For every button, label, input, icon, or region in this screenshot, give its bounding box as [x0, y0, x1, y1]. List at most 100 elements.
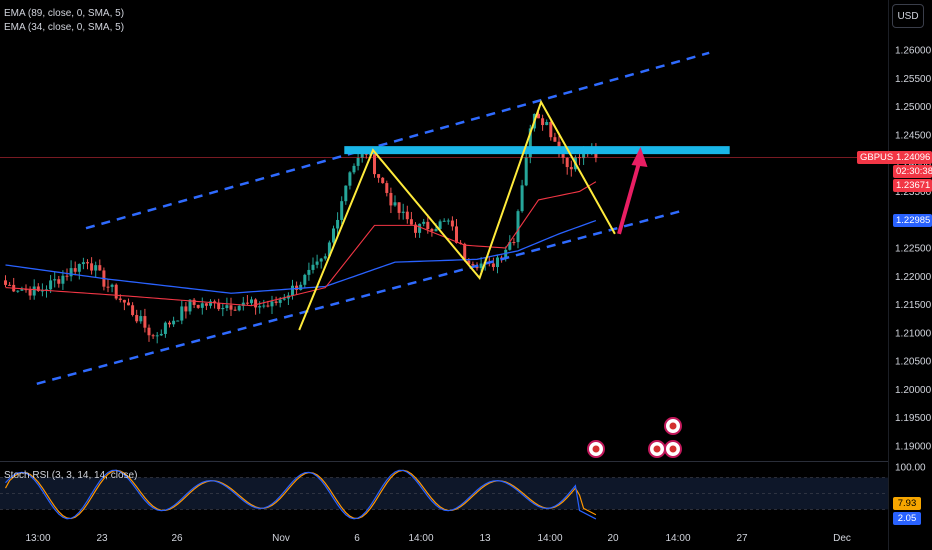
- candle-body: [16, 290, 20, 292]
- channel-upper-line: [85, 51, 710, 230]
- candle-body: [163, 322, 167, 334]
- candle-body: [24, 289, 28, 291]
- candle-body: [36, 286, 40, 292]
- x-tick-label: Nov: [272, 533, 290, 544]
- candle-body: [118, 298, 122, 300]
- event-flag-icon-center: [669, 445, 677, 453]
- candle-body: [143, 316, 147, 328]
- candle-body: [184, 306, 188, 312]
- candle-body: [389, 192, 393, 206]
- candle-body: [405, 211, 409, 220]
- candle-body: [86, 262, 89, 264]
- candle-body: [381, 177, 385, 184]
- candle-body: [180, 306, 184, 321]
- candle-body: [245, 302, 249, 304]
- event-flag-icon-center: [669, 422, 677, 430]
- x-tick-label: 13: [479, 533, 491, 544]
- candle-body: [319, 258, 323, 262]
- candle-body: [373, 154, 376, 175]
- x-tick-label: 20: [607, 533, 619, 544]
- ema-fast-legend: EMA (34, close, 0, SMA, 5): [4, 22, 125, 33]
- y-tick-label: 1.23500: [895, 187, 932, 198]
- candle-body: [221, 308, 225, 310]
- candle-body: [278, 299, 282, 303]
- event-flag-icon-center: [653, 445, 661, 453]
- candle-body: [520, 185, 524, 212]
- candle-body: [204, 303, 208, 306]
- candle-body: [155, 335, 159, 337]
- candle-body: [582, 151, 586, 159]
- candle-body: [569, 167, 573, 170]
- candle-body: [49, 280, 53, 290]
- candle-body: [393, 202, 397, 206]
- candle-body: [258, 306, 262, 308]
- candle-body: [528, 128, 532, 158]
- candle-body: [303, 274, 307, 285]
- candle-body: [315, 261, 319, 265]
- candle-body: [311, 264, 315, 270]
- y-tick-label: 1.26000: [895, 46, 932, 57]
- forecast-arrow-shaft: [617, 160, 642, 235]
- ema-89-line: [5, 219, 597, 294]
- candle-body: [516, 211, 520, 243]
- stoch-k-tag: 2.05: [893, 512, 921, 525]
- candle-body: [233, 309, 237, 311]
- y-tick-label: 1.24500: [895, 130, 932, 141]
- candle-body: [241, 302, 245, 306]
- candle-body: [172, 320, 176, 325]
- candle-body: [418, 223, 422, 233]
- candle-body: [512, 242, 516, 244]
- y-tick-label: 1.21000: [895, 328, 932, 339]
- stoch-y-tick-label: 100.00: [895, 463, 926, 474]
- candle-body: [377, 174, 381, 178]
- candle-body: [332, 228, 335, 243]
- candle-body: [295, 285, 299, 290]
- candle-body: [549, 121, 553, 138]
- currency-button[interactable]: USD: [892, 4, 924, 28]
- y-tick-label: 1.20000: [895, 385, 932, 396]
- candle-body: [496, 257, 499, 268]
- candle-body: [397, 202, 401, 213]
- ema-fast-tag: 1.23671: [893, 179, 932, 192]
- candle-body: [479, 263, 483, 269]
- y-tick-label: 1.20500: [895, 357, 932, 368]
- last-price-tag: 1.24096: [893, 151, 932, 164]
- candle-body: [94, 265, 98, 271]
- candle-body: [385, 183, 389, 193]
- candle-body: [90, 263, 94, 271]
- candle-body: [4, 280, 7, 285]
- candle-body: [106, 286, 110, 288]
- candle-body: [69, 268, 73, 277]
- candle-body: [274, 301, 278, 303]
- x-tick-label: Dec: [833, 533, 851, 544]
- candle-body: [360, 153, 364, 159]
- candle-body: [446, 220, 450, 222]
- candle-body: [57, 279, 61, 284]
- candle-body: [200, 303, 204, 308]
- candle-body: [229, 305, 233, 310]
- y-tick-label: 1.19000: [895, 442, 932, 453]
- candle-body: [40, 290, 44, 292]
- candle-body: [192, 299, 196, 305]
- candle-body: [409, 219, 413, 225]
- y-tick-label: 1.21500: [895, 300, 932, 311]
- candle-body: [98, 265, 102, 271]
- candle-body: [426, 221, 430, 230]
- candle-body: [176, 320, 180, 322]
- candle-body: [541, 118, 545, 126]
- candle-body: [110, 284, 114, 287]
- candle-body: [61, 275, 65, 284]
- x-tick-label: 26: [171, 533, 183, 544]
- candle-body: [467, 260, 471, 265]
- forecast-arrow-head: [631, 146, 648, 167]
- candle-body: [151, 335, 155, 337]
- candle-body: [438, 221, 442, 229]
- candle-body: [20, 289, 24, 291]
- candle-body: [77, 264, 81, 272]
- candle-body: [135, 315, 139, 322]
- candle-body: [455, 226, 458, 243]
- x-tick-label: 14:00: [537, 533, 562, 544]
- candle-body: [254, 299, 258, 308]
